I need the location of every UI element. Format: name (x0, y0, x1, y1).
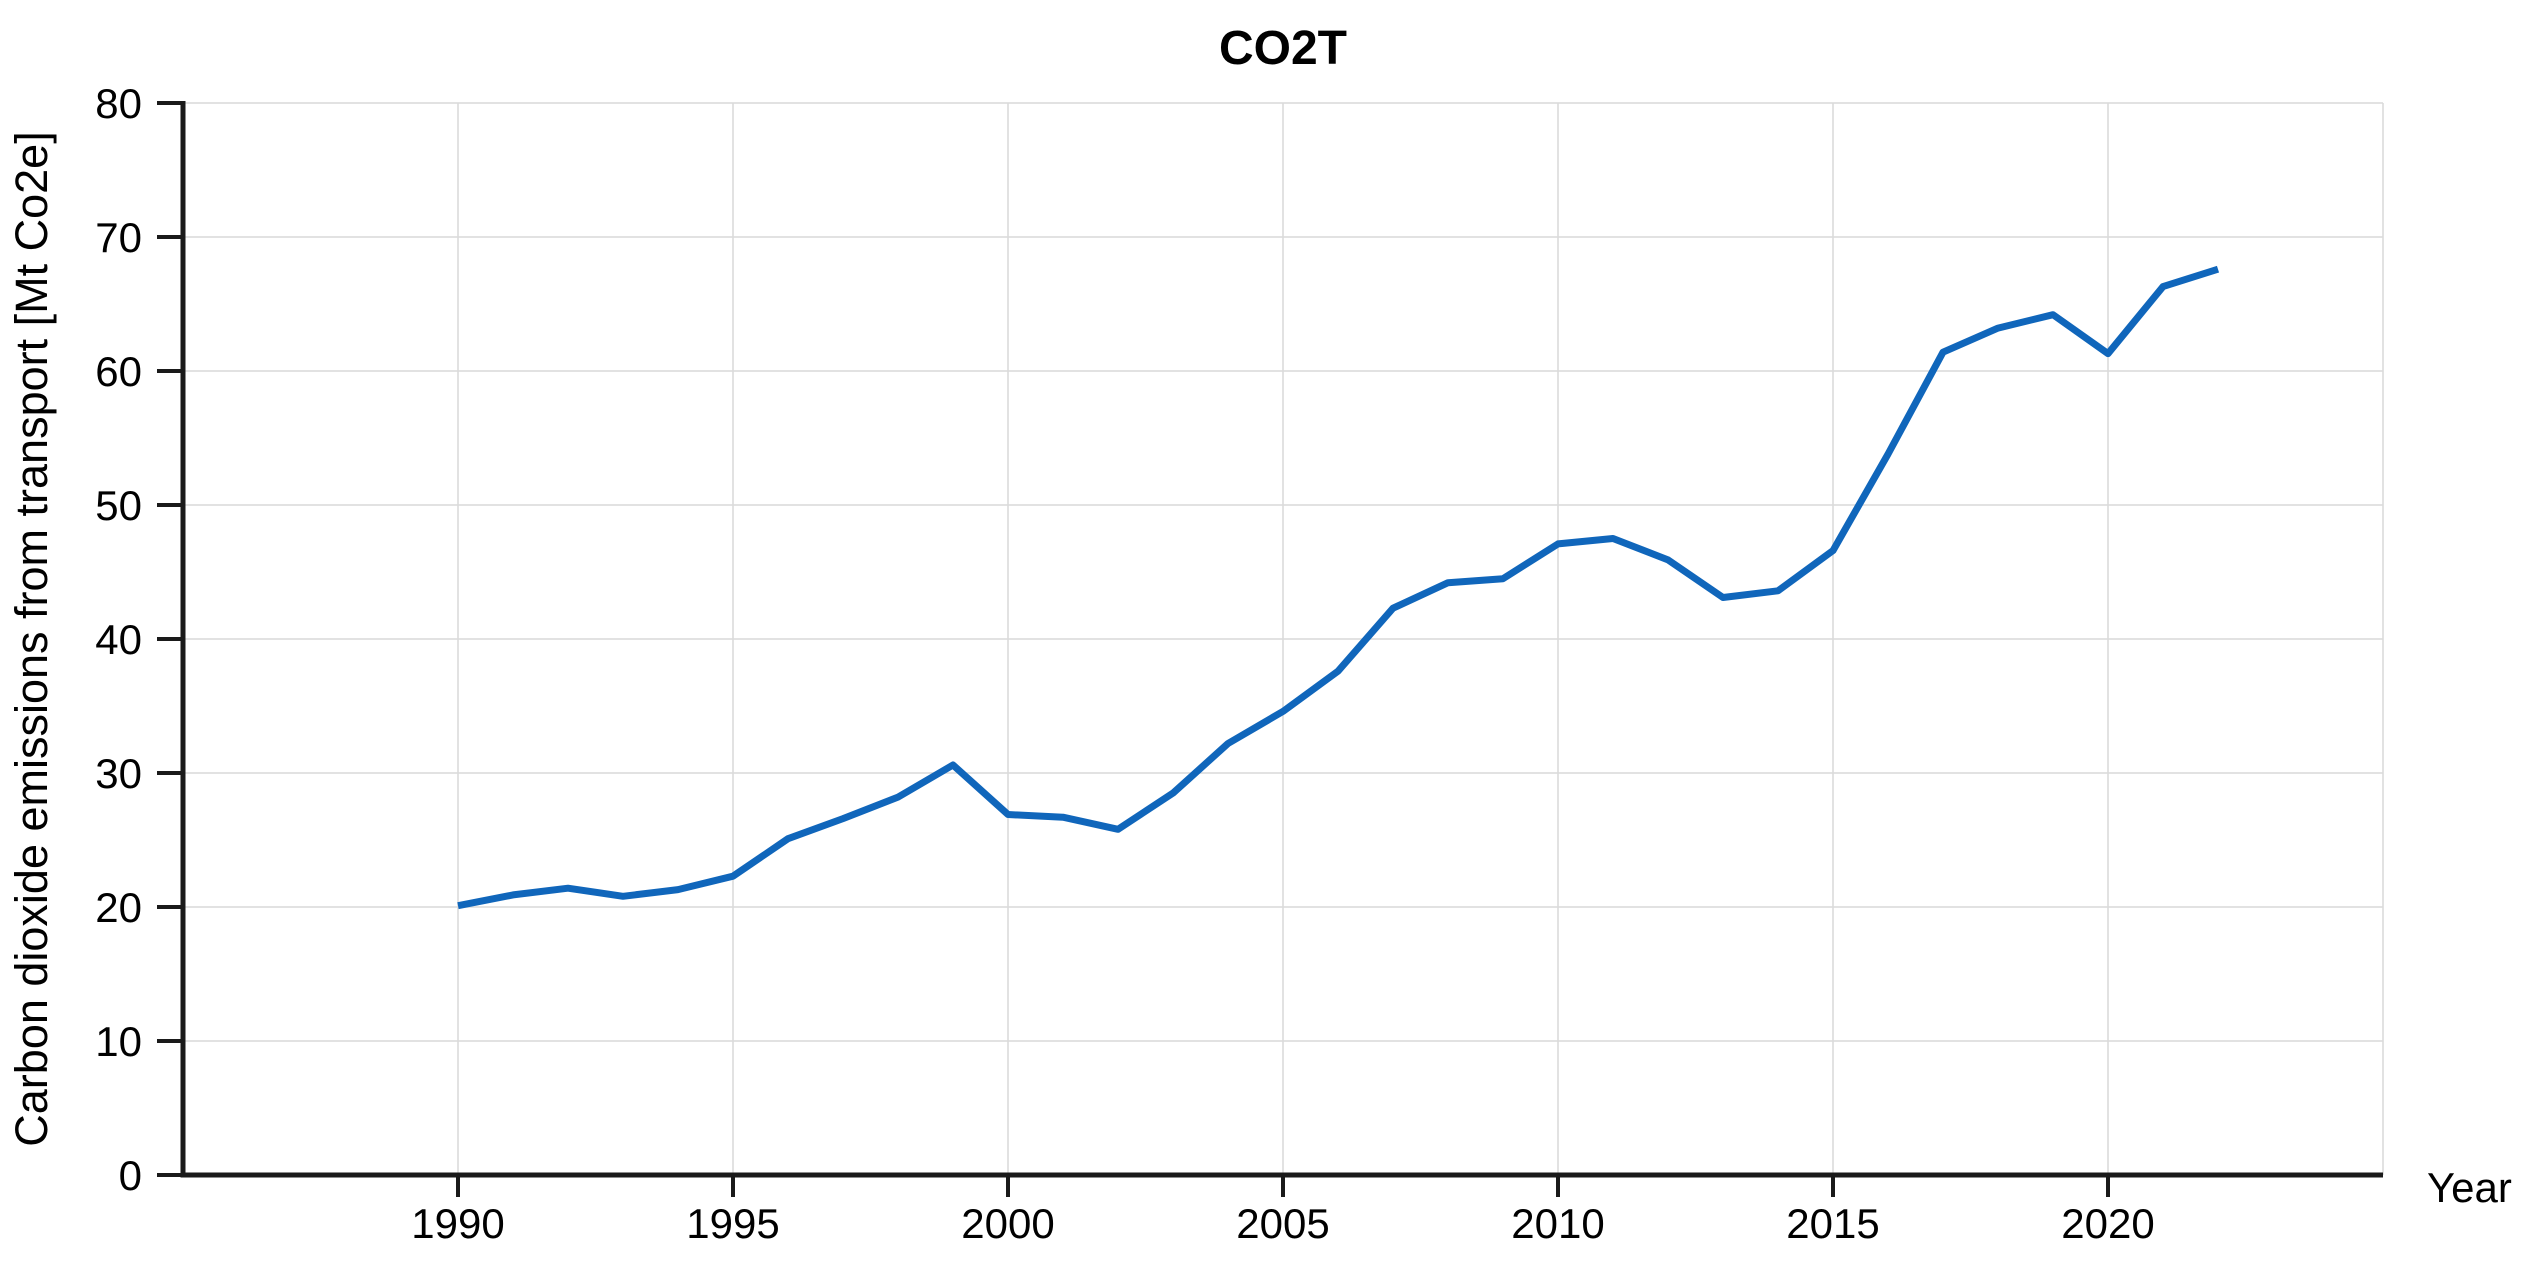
chart-title: CO2T (1219, 22, 1347, 75)
y-tick-label: 80 (95, 80, 142, 127)
x-tick-label: 2015 (1786, 1200, 1879, 1247)
plot-area: 0 10 20 30 40 50 60 70 80 1990 1995 2000 2005 2010 201… (95, 80, 2384, 1247)
x-tick-label: 1990 (411, 1200, 504, 1247)
y-tick-label: 60 (95, 348, 142, 395)
y-axis-title: Carbon dioxide emissions from transport … (6, 131, 57, 1146)
x-tick-label: 2000 (961, 1200, 1054, 1247)
co2t-data-line (457, 265, 2220, 910)
y-tick-label: 30 (95, 750, 142, 797)
x-tick-label: 2005 (1236, 1200, 1329, 1247)
x-tick-label: 1995 (686, 1200, 779, 1247)
y-tick-label: 40 (95, 616, 142, 663)
y-tick-label: 50 (95, 482, 142, 529)
y-tick-label: 20 (95, 884, 142, 931)
y-tick-label: 10 (95, 1018, 142, 1065)
y-tick-label: 0 (119, 1152, 142, 1199)
x-tick-label: 2020 (2061, 1200, 2154, 1247)
x-axis-title: Year (2427, 1164, 2512, 1211)
x-tick-label: 2010 (1511, 1200, 1604, 1247)
y-tick-label: 70 (95, 214, 142, 261)
